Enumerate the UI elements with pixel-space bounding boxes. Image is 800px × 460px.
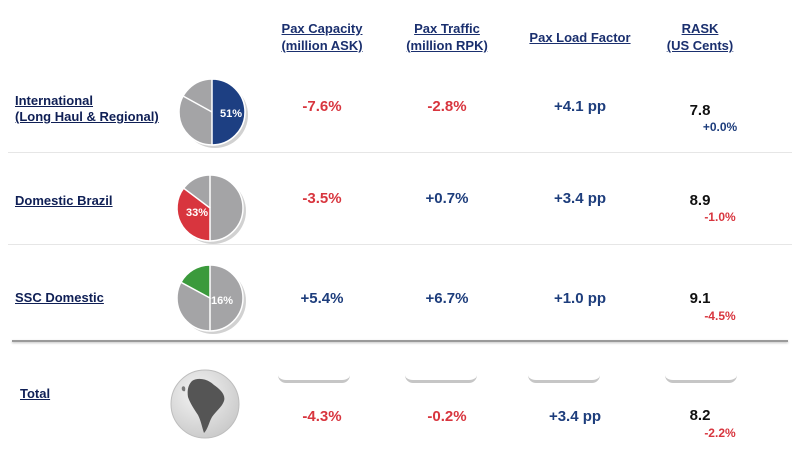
load-factor-domestic-brazil: +3.4 pp (553, 190, 607, 207)
header-capacity: Pax Capacity (million ASK) (262, 20, 382, 54)
traffic-total: -0.2% (427, 408, 467, 425)
rask-change-total: -2.2% (704, 426, 736, 440)
header-rask-line1: RASK (681, 21, 719, 36)
header-rask: RASK (US Cents) (645, 20, 755, 54)
separator-tick-rask (665, 374, 737, 383)
separator-tick-traffic (405, 374, 477, 383)
separator-tick-capacity (278, 374, 350, 383)
load-factor-international: +4.1 pp (553, 98, 607, 115)
row-separator (8, 244, 792, 245)
rask-total: 8.2 (689, 407, 711, 424)
rask-domestic-brazil: 8.9 (689, 192, 711, 209)
header-traffic-line2: (million RPK) (406, 38, 488, 53)
share-pct-ssc-domestic: 16% (211, 295, 233, 307)
traffic-international: -2.8% (427, 98, 467, 115)
rask-international: 7.8 (689, 102, 711, 119)
row-label-international-line2: (Long Haul & Regional) (15, 109, 159, 124)
capacity-total: -4.3% (302, 408, 342, 425)
share-pct-domestic-brazil: 33% (186, 207, 208, 219)
separator-tick-load-factor (528, 374, 600, 383)
share-pie-international: 51% (177, 76, 249, 148)
row-label-domestic-brazil: Domestic Brazil (15, 193, 113, 208)
header-load-factor: Pax Load Factor (505, 29, 655, 46)
row-separator (8, 152, 792, 153)
header-load-factor-line1: Pax Load Factor (529, 30, 631, 45)
load-factor-ssc-domestic: +1.0 pp (553, 290, 607, 307)
rask-ssc-domestic: 9.1 (689, 290, 711, 307)
header-capacity-line1: Pax Capacity (281, 21, 363, 36)
header-rask-line2: (US Cents) (666, 38, 734, 53)
row-label-ssc-domestic: SSC Domestic (15, 290, 104, 305)
traffic-ssc-domestic: +6.7% (425, 290, 469, 307)
row-label-international: International (Long Haul & Regional) (15, 93, 159, 125)
capacity-domestic-brazil: -3.5% (302, 190, 342, 207)
rask-change-domestic-brazil: -1.0% (704, 210, 736, 224)
row-label-total: Total (20, 386, 51, 401)
rask-change-ssc-domestic: -4.5% (704, 309, 736, 323)
share-pct-international: 51% (220, 108, 242, 120)
share-pie-ssc-domestic: 16% (175, 262, 247, 334)
traffic-domestic-brazil: +0.7% (425, 190, 469, 207)
globe-south-america-icon (168, 367, 242, 446)
header-traffic-line1: Pax Traffic (414, 21, 480, 36)
rask-change-international: +0.0% (702, 120, 738, 134)
header-traffic: Pax Traffic (million RPK) (387, 20, 507, 54)
row-label-international-line1: International (15, 93, 94, 108)
load-factor-total: +3.4 pp (548, 408, 602, 425)
capacity-international: -7.6% (302, 98, 342, 115)
total-separator (12, 340, 788, 342)
capacity-ssc-domestic: +5.4% (300, 290, 344, 307)
header-capacity-line2: (million ASK) (281, 38, 363, 53)
share-pie-domestic-brazil: 33% (175, 172, 247, 244)
